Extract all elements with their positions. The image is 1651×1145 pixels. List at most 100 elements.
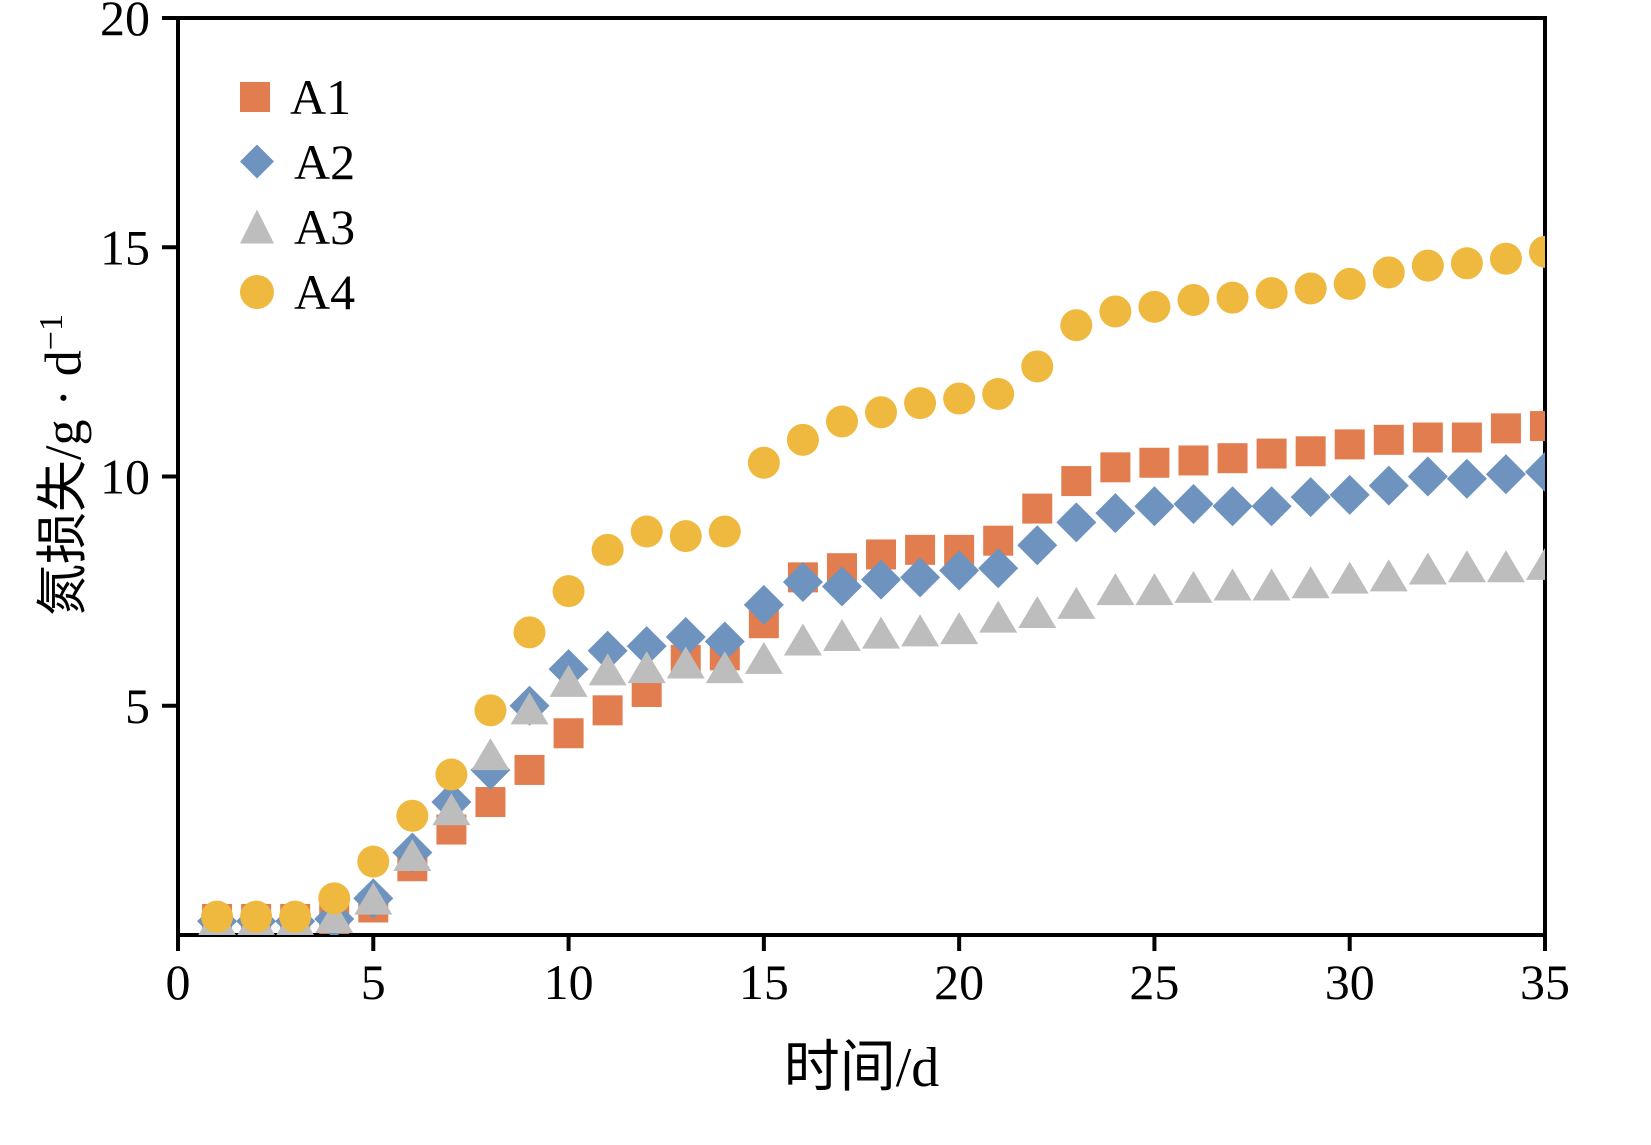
data-point <box>315 900 354 933</box>
data-point <box>474 694 507 727</box>
data-point <box>357 845 390 878</box>
data-point <box>591 533 624 566</box>
data-point <box>1368 465 1409 506</box>
x-tick-label: 0 <box>166 954 191 1010</box>
x-tick-label: 5 <box>361 954 386 1010</box>
data-point <box>1138 290 1171 323</box>
data-point <box>904 387 937 420</box>
data-point <box>1252 568 1291 601</box>
data-point <box>588 653 627 686</box>
series-A4 <box>201 235 1545 933</box>
data-point <box>979 600 1018 633</box>
data-point <box>1333 267 1366 300</box>
data-point <box>1251 486 1292 527</box>
legend-item-a1: A1 <box>240 64 355 129</box>
data-point <box>943 382 976 415</box>
data-point <box>393 839 432 872</box>
data-point <box>318 882 351 915</box>
data-point <box>1525 451 1545 492</box>
data-point <box>1334 429 1365 460</box>
data-point <box>1411 249 1444 282</box>
plot-area <box>197 235 1545 935</box>
x-tick-label: 20 <box>934 954 984 1010</box>
data-point <box>665 616 706 657</box>
data-point <box>1485 454 1526 495</box>
square-marker-icon <box>240 81 270 112</box>
data-point <box>1022 493 1053 524</box>
data-point <box>1529 235 1545 268</box>
data-point <box>592 695 623 726</box>
data-point <box>1021 350 1054 383</box>
diamond-marker-icon <box>240 144 274 179</box>
legend-item-a2: A2 <box>240 129 355 194</box>
data-point <box>1096 573 1135 606</box>
data-point <box>553 718 584 749</box>
data-point <box>514 754 545 785</box>
data-point <box>1329 474 1370 515</box>
data-point <box>747 446 780 479</box>
data-point <box>786 423 819 456</box>
series-A1 <box>202 411 1545 934</box>
data-point <box>743 584 784 625</box>
data-point <box>708 515 741 548</box>
data-point <box>1061 466 1092 497</box>
data-point <box>1056 502 1097 543</box>
data-point <box>1447 550 1486 583</box>
data-point <box>783 623 822 656</box>
data-point <box>1134 486 1175 527</box>
data-point <box>1291 566 1330 599</box>
data-point <box>201 900 234 933</box>
x-tick-label: 30 <box>1325 954 1375 1010</box>
x-tick-label: 15 <box>739 954 789 1010</box>
data-point <box>1057 586 1096 619</box>
data-point <box>704 621 745 662</box>
data-point <box>1256 438 1287 469</box>
circle-marker-icon <box>240 274 274 309</box>
data-point <box>1294 272 1327 305</box>
y-tick-label: 20 <box>100 0 150 46</box>
data-point <box>940 612 979 645</box>
data-point <box>1018 596 1057 629</box>
data-point <box>901 614 940 647</box>
data-point <box>1407 456 1448 497</box>
x-tick-label: 10 <box>544 954 594 1010</box>
data-point <box>471 738 510 771</box>
data-point <box>1177 283 1210 316</box>
data-point <box>1139 447 1170 478</box>
data-point <box>279 900 312 933</box>
data-point <box>939 550 980 591</box>
data-point <box>1135 573 1174 606</box>
data-point <box>861 559 902 600</box>
data-point <box>1408 552 1447 585</box>
data-point <box>1017 525 1058 566</box>
y-axis-label-exponent: −1 <box>33 314 71 351</box>
data-point <box>1372 256 1405 289</box>
data-point <box>1526 547 1545 580</box>
data-point <box>900 557 941 598</box>
data-point <box>1489 242 1522 275</box>
data-point <box>1290 477 1331 518</box>
data-point <box>666 646 705 679</box>
chart-legend: A1 A2 A3 A4 <box>240 64 355 324</box>
legend-item-a4: A4 <box>240 259 355 324</box>
y-tick-label: 5 <box>125 678 150 734</box>
data-point <box>669 520 702 553</box>
data-point <box>782 561 823 602</box>
data-point <box>1212 486 1253 527</box>
data-point <box>744 641 783 674</box>
legend-label: A3 <box>294 198 356 255</box>
y-tick-label: 15 <box>100 219 150 275</box>
data-point <box>1095 493 1136 534</box>
data-point <box>396 799 429 832</box>
data-point <box>1178 445 1209 476</box>
data-point <box>1412 422 1443 453</box>
data-point <box>1450 247 1483 280</box>
data-point <box>825 405 858 438</box>
x-tick-label: 25 <box>1129 954 1179 1010</box>
data-point <box>822 618 861 651</box>
data-point <box>552 575 585 608</box>
legend-label: A2 <box>294 133 356 190</box>
data-point <box>1099 295 1132 328</box>
data-point <box>865 396 898 429</box>
